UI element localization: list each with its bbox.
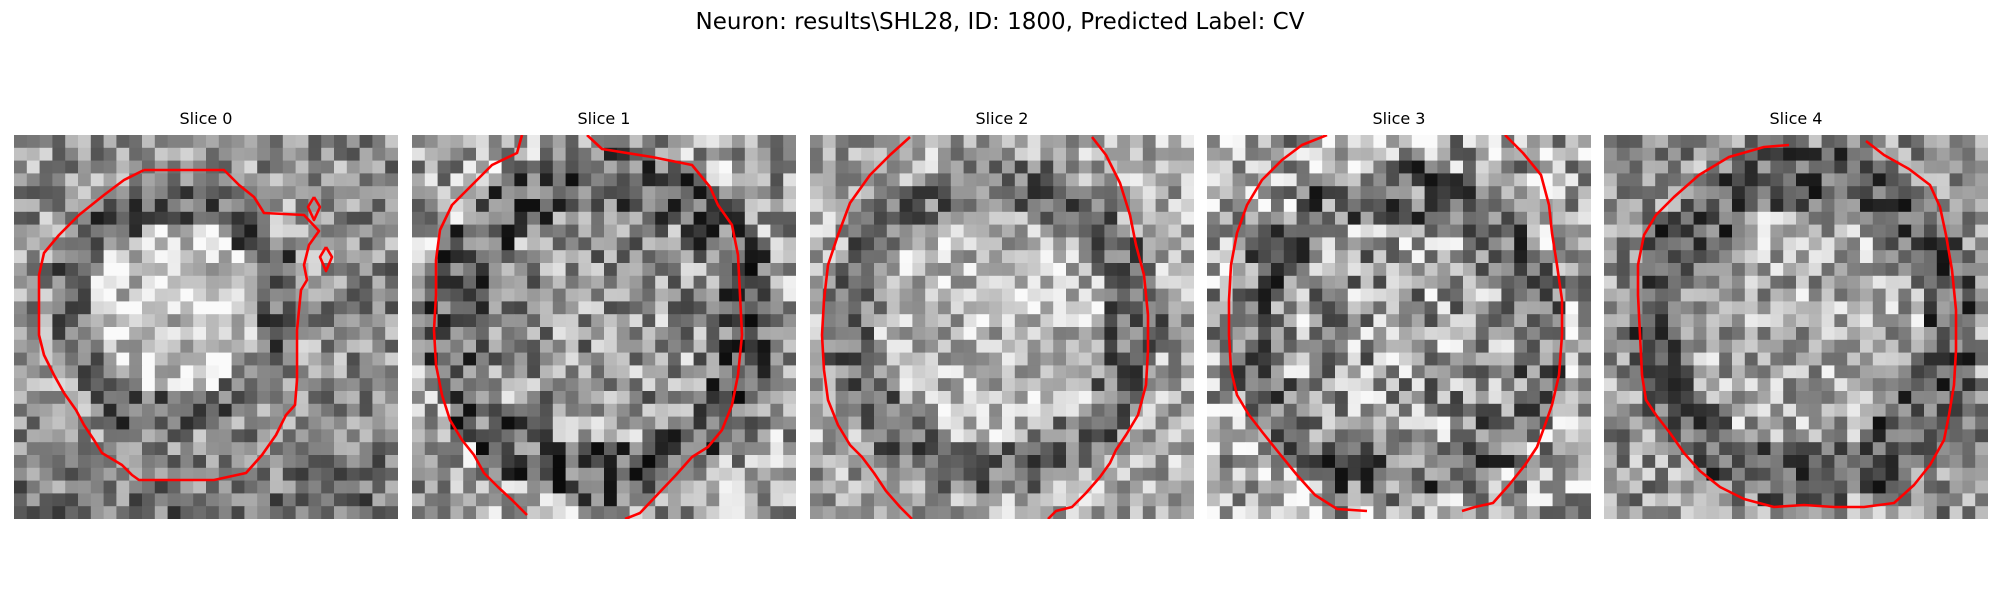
segmentation-contour-1 [1047,136,1150,519]
segmentation-contour-0 [820,136,913,519]
figure-title: Neuron: results\SHL28, ID: 1800, Predict… [695,9,1305,35]
slice-title-0: Slice 0 [179,109,233,128]
slice-image-3 [1207,135,1591,519]
segmentation-contour-0 [1636,139,1958,509]
slice-title-3: Slice 3 [1372,109,1426,128]
segmentation-contour-1 [306,196,322,222]
slice-image-2 [810,135,1194,519]
slice-image-4 [1604,135,1988,519]
slice-title-2: Slice 2 [975,109,1029,128]
segmentation-contour-1 [586,135,744,519]
segmentation-contour-0 [1227,135,1368,513]
pixel-grid [1207,135,1591,519]
pixel-grid [810,135,1194,519]
pixel-grid [1604,135,1988,519]
segmentation-contour-0 [37,168,321,482]
slice-image-1 [412,135,796,519]
segmentation-contour-2 [318,246,334,273]
pixel-grid [412,135,796,519]
segmentation-contour-1 [1461,135,1564,513]
slice-image-0 [14,135,398,519]
pixel-grid [14,135,398,519]
segmentation-contour-0 [432,135,528,516]
slice-title-1: Slice 1 [577,109,631,128]
slice-title-4: Slice 4 [1769,109,1823,128]
